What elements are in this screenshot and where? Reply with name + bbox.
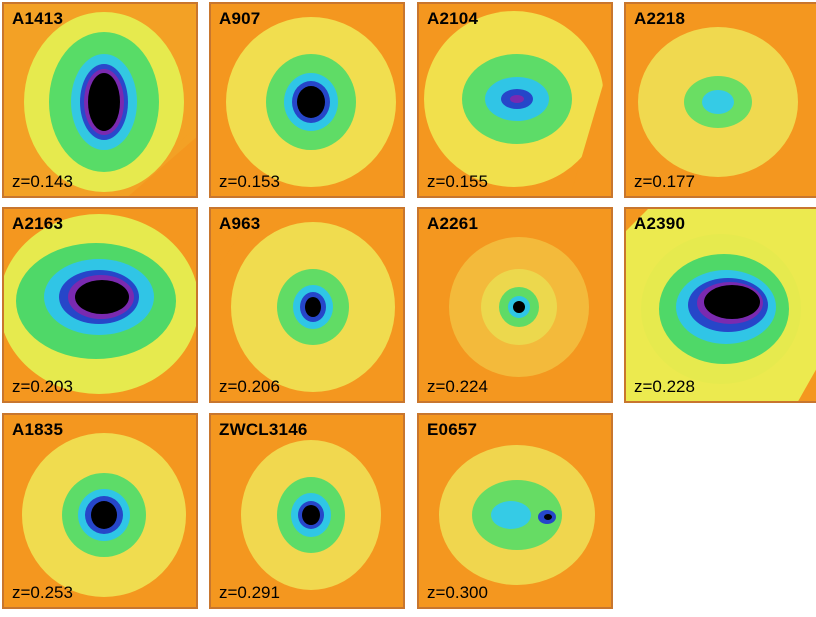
cluster-image [4,214,196,394]
redshift-label: z=0.206 [219,377,280,396]
cluster-image [22,433,186,597]
cluster-panel-a2104: A2104 z=0.155 [417,2,613,198]
cluster-name: A2261 [427,214,479,233]
cluster-image [4,4,196,196]
redshift-label: z=0.291 [219,583,280,602]
cluster-image [226,17,396,187]
redshift-label: z=0.177 [634,172,695,191]
cluster-image [211,209,395,392]
cluster-name: E0657 [427,420,478,439]
cluster-name: A2390 [634,214,686,233]
cluster-image [638,27,798,177]
cluster-panel-a1835: A1835 z=0.253 [2,413,198,609]
cluster-image [241,440,381,590]
cluster-panel-a2390: A2390 z=0.228 [624,207,816,403]
cluster-panel-a2218: A2218 z=0.177 [624,2,816,198]
redshift-label: z=0.228 [634,377,695,396]
redshift-label: z=0.203 [12,377,73,396]
cluster-image [626,209,816,401]
redshift-label: z=0.300 [427,583,488,602]
cluster-panel-a907: A907 z=0.153 [209,2,405,198]
cluster-image [424,11,611,196]
cluster-image [449,237,589,377]
cluster-panel-a1413: A1413 z=0.143 [2,2,198,198]
cluster-name: A2104 [427,9,479,28]
cluster-name: A1413 [12,9,64,28]
cluster-image [439,445,595,585]
cluster-panel-a2163: A2163 z=0.203 [2,207,198,403]
cluster-name: A963 [219,214,261,233]
cluster-name: ZWCL3146 [219,420,308,439]
cluster-name: A2163 [12,214,64,233]
redshift-label: z=0.155 [427,172,488,191]
redshift-label: z=0.143 [12,172,73,191]
cluster-name: A907 [219,9,261,28]
redshift-label: z=0.224 [427,377,488,396]
cluster-panel-a963: A963 z=0.206 [209,207,405,403]
redshift-label: z=0.153 [219,172,280,191]
cluster-name: A2218 [634,9,686,28]
cluster-panel-e0657: E0657 z=0.300 [417,413,613,609]
cluster-panel-zwcl3146: ZWCL3146 z=0.291 [209,413,405,609]
cluster-name: A1835 [12,420,64,439]
cluster-panel-a2261: A2261 z=0.224 [417,207,613,403]
redshift-label: z=0.253 [12,583,73,602]
